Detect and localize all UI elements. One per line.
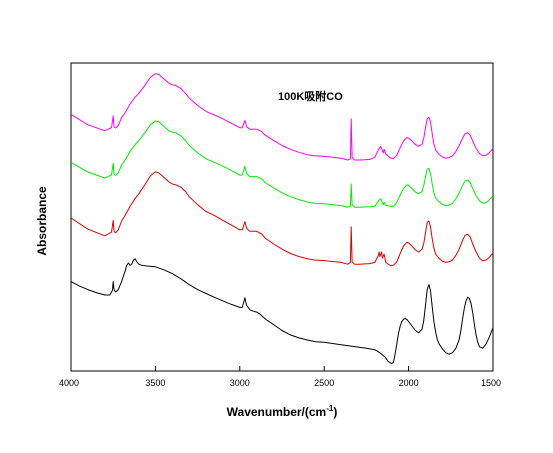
x-tick-label: 4000 (59, 378, 79, 388)
x-tick-label: 3000 (230, 378, 250, 388)
x-tick-label: 3500 (145, 378, 165, 388)
series-black-line (71, 259, 493, 364)
x-tick-label: 2000 (399, 378, 419, 388)
x-tick-label: 1500 (481, 378, 501, 388)
x-ticks: 4000 3500 3000 2500 2000 1500 (59, 366, 501, 388)
plot-frame (71, 63, 493, 371)
y-axis-title: Absorbance (35, 186, 49, 256)
x-axis-title-main: Wavenumber/(cm (227, 405, 327, 419)
series-magenta-line (71, 74, 493, 160)
series-red-line (71, 172, 493, 266)
series-layer (71, 74, 493, 364)
x-axis-title-close: ) (333, 405, 337, 419)
x-tick-label: 2500 (314, 378, 334, 388)
x-axis-title: Wavenumber/(cm-1) (227, 404, 338, 419)
series-green-line (71, 121, 493, 207)
annotation-label: 100K吸附CO (278, 89, 343, 103)
